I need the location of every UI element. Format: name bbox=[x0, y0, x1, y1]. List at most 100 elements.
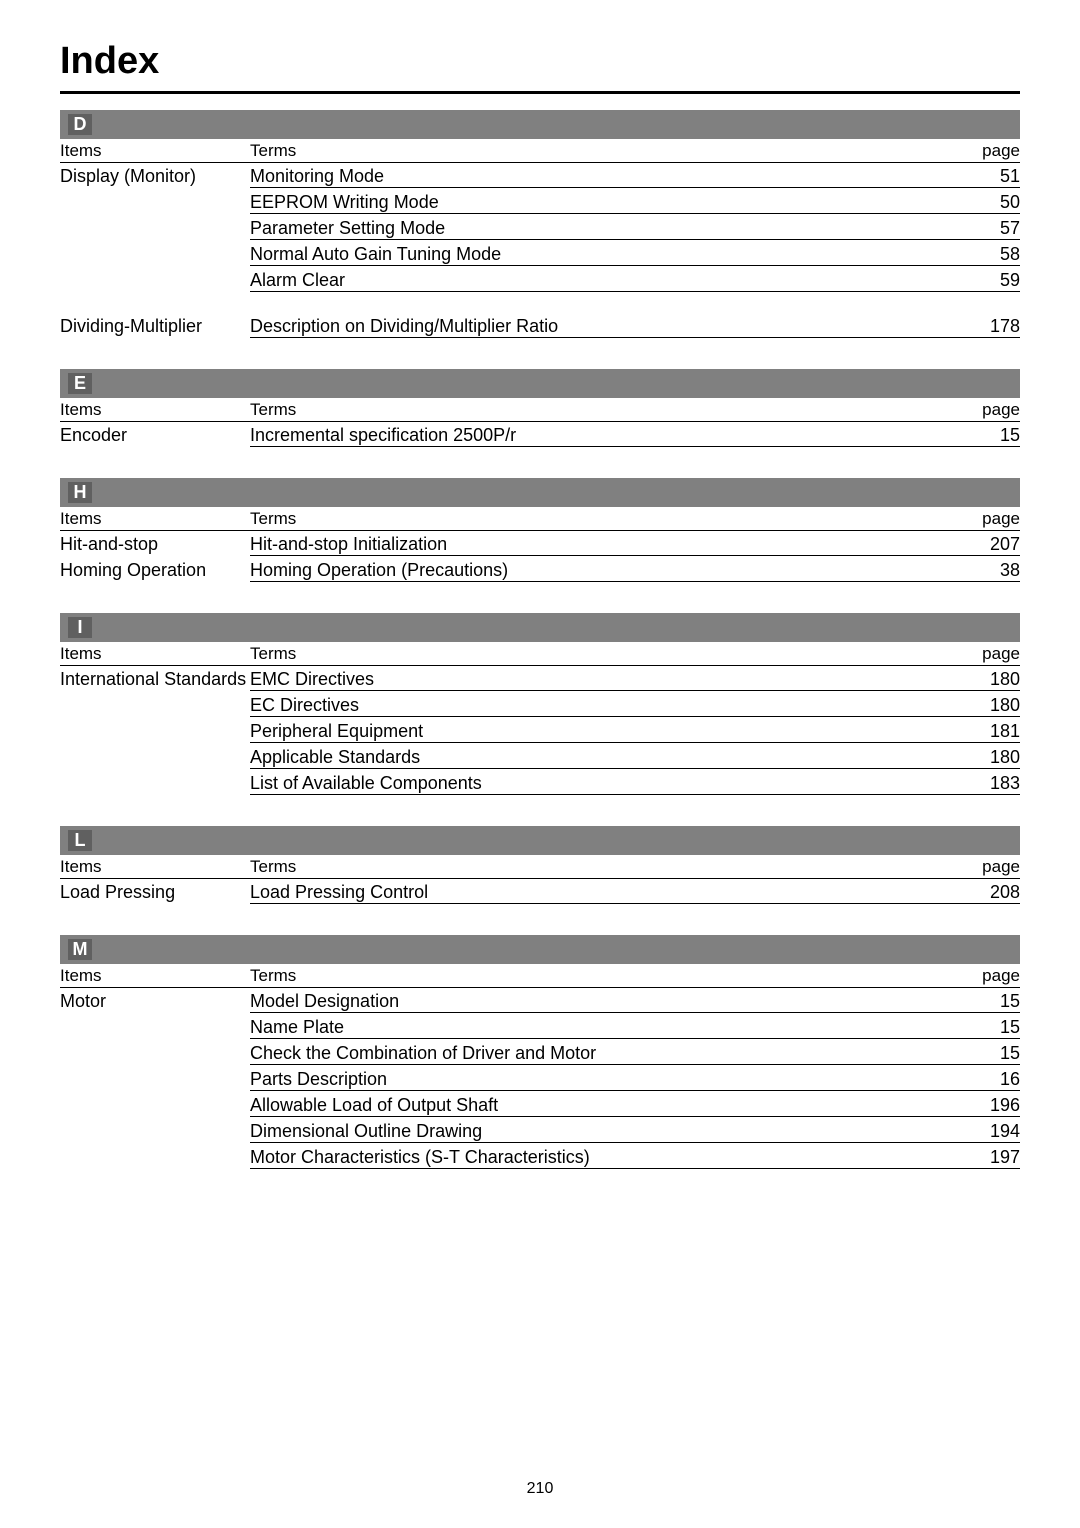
entry-item bbox=[60, 1095, 250, 1117]
header-items: Items bbox=[60, 400, 250, 420]
entry-page: 194 bbox=[940, 1121, 1020, 1143]
index-section: LItemsTermspageLoad PressingLoad Pressin… bbox=[60, 826, 1020, 905]
section-letter: E bbox=[68, 373, 92, 394]
entry-item bbox=[60, 695, 250, 717]
section-header-row: ItemsTermspage bbox=[60, 642, 1020, 666]
entry-term: EMC Directives bbox=[250, 669, 940, 691]
entry-page: 180 bbox=[940, 669, 1020, 691]
entry-page: 59 bbox=[940, 270, 1020, 292]
index-section: H ItemsTermspage Hit-and-stopHit-and-stop … bbox=[60, 478, 1020, 583]
entry-page: 208 bbox=[940, 882, 1020, 904]
index-entry-row: Homing OperationHoming Operation (Precau… bbox=[60, 557, 1020, 583]
index-entry-row: Display (Monitor)Monitoring Mode51 bbox=[60, 163, 1020, 189]
index-entry-row: International StandardsEMC Directives180 bbox=[60, 666, 1020, 692]
entry-term: Motor Characteristics (S-T Characteristi… bbox=[250, 1147, 940, 1169]
header-terms: Terms bbox=[250, 141, 940, 161]
entry-item bbox=[60, 244, 250, 266]
entry-term: Dimensional Outline Drawing bbox=[250, 1121, 940, 1143]
header-items: Items bbox=[60, 141, 250, 161]
section-header-row: ItemsTermspage bbox=[60, 139, 1020, 163]
header-terms: Terms bbox=[250, 966, 940, 986]
entry-term: Hit-and-stop Initialization bbox=[250, 534, 940, 556]
entry-page: 207 bbox=[940, 534, 1020, 556]
index-entry-row: Dimensional Outline Drawing194 bbox=[60, 1118, 1020, 1144]
entry-item: Hit-and-stop bbox=[60, 534, 250, 556]
entry-item: Dividing-Multiplier bbox=[60, 316, 250, 338]
entry-term: List of Available Components bbox=[250, 773, 940, 795]
entry-term: EEPROM Writing Mode bbox=[250, 192, 940, 214]
section-letter: H bbox=[68, 482, 92, 503]
entry-page: 50 bbox=[940, 192, 1020, 214]
header-terms: Terms bbox=[250, 400, 940, 420]
index-entry-row: EncoderIncremental specification 2500P/r… bbox=[60, 422, 1020, 448]
entry-item: Motor bbox=[60, 991, 250, 1013]
entry-term: Homing Operation (Precautions) bbox=[250, 560, 940, 582]
entry-item bbox=[60, 192, 250, 214]
section-letter-bar: E bbox=[60, 369, 1020, 398]
header-page: page bbox=[940, 509, 1020, 529]
header-page: page bbox=[940, 857, 1020, 877]
entry-page: 180 bbox=[940, 695, 1020, 717]
entry-term: Parameter Setting Mode bbox=[250, 218, 940, 240]
index-entry-row: Allowable Load of Output Shaft196 bbox=[60, 1092, 1020, 1118]
section-letter: L bbox=[68, 830, 92, 851]
entry-page: 38 bbox=[940, 560, 1020, 582]
section-header-row: ItemsTermspage bbox=[60, 855, 1020, 879]
entry-item bbox=[60, 747, 250, 769]
index-entry-row: Dividing-MultiplierDescription on Dividi… bbox=[60, 313, 1020, 339]
section-header-row: ItemsTermspage bbox=[60, 507, 1020, 531]
entry-term: Applicable Standards bbox=[250, 747, 940, 769]
index-entry-row: Motor Characteristics (S-T Characteristi… bbox=[60, 1144, 1020, 1170]
entry-term: EC Directives bbox=[250, 695, 940, 717]
index-entry-row: EC Directives180 bbox=[60, 692, 1020, 718]
index-entry-row: Peripheral Equipment181 bbox=[60, 718, 1020, 744]
entry-item bbox=[60, 270, 250, 292]
section-letter-bar: M bbox=[60, 935, 1020, 964]
header-page: page bbox=[940, 966, 1020, 986]
entry-term: Normal Auto Gain Tuning Mode bbox=[250, 244, 940, 266]
title-rule bbox=[60, 91, 1020, 94]
entry-term: Alarm Clear bbox=[250, 270, 940, 292]
entry-page: 16 bbox=[940, 1069, 1020, 1091]
entry-term: Peripheral Equipment bbox=[250, 721, 940, 743]
index-entry-row: List of Available Components183 bbox=[60, 770, 1020, 796]
entry-term: Description on Dividing/Multiplier Ratio bbox=[250, 316, 940, 338]
entry-term: Model Designation bbox=[250, 991, 940, 1013]
index-entry-row: Alarm Clear59 bbox=[60, 267, 1020, 293]
header-terms: Terms bbox=[250, 644, 940, 664]
page-title: Index bbox=[60, 40, 1020, 83]
entry-term: Incremental specification 2500P/r bbox=[250, 425, 940, 447]
index-entry-row: Check the Combination of Driver and Moto… bbox=[60, 1040, 1020, 1066]
header-items: Items bbox=[60, 966, 250, 986]
header-terms: Terms bbox=[250, 509, 940, 529]
section-letter-bar: L bbox=[60, 826, 1020, 855]
entry-term: Load Pressing Control bbox=[250, 882, 940, 904]
index-entry-row: Parameter Setting Mode57 bbox=[60, 215, 1020, 241]
entry-page: 57 bbox=[940, 218, 1020, 240]
section-letter-bar: D bbox=[60, 110, 1020, 139]
page: Index DItemsTermspageDisplay (Monitor)Mo… bbox=[0, 0, 1080, 1528]
entry-item bbox=[60, 1121, 250, 1143]
index-entry-row: MotorModel Designation15 bbox=[60, 988, 1020, 1014]
entry-page: 51 bbox=[940, 166, 1020, 188]
entry-page: 180 bbox=[940, 747, 1020, 769]
entry-page: 197 bbox=[940, 1147, 1020, 1169]
entry-page: 58 bbox=[940, 244, 1020, 266]
header-items: Items bbox=[60, 509, 250, 529]
entry-page: 15 bbox=[940, 1043, 1020, 1065]
section-letter-bar: I bbox=[60, 613, 1020, 642]
index-entry-row: Parts Description16 bbox=[60, 1066, 1020, 1092]
index-entry-row: Normal Auto Gain Tuning Mode58 bbox=[60, 241, 1020, 267]
entry-item: Homing Operation bbox=[60, 560, 250, 582]
index-section: MItemsTermspageMotorModel Designation15N… bbox=[60, 935, 1020, 1170]
index-sections: DItemsTermspageDisplay (Monitor)Monitori… bbox=[60, 110, 1020, 1170]
entry-term: Parts Description bbox=[250, 1069, 940, 1091]
section-header-row: ItemsTermspage bbox=[60, 398, 1020, 422]
section-letter-bar: H bbox=[60, 478, 1020, 507]
entry-item bbox=[60, 1069, 250, 1091]
section-header-row: ItemsTermspage bbox=[60, 964, 1020, 988]
header-items: Items bbox=[60, 857, 250, 877]
entry-page: 15 bbox=[940, 425, 1020, 447]
index-section: E ItemsTermspageEncoderIncremental specif… bbox=[60, 369, 1020, 448]
section-letter: D bbox=[68, 114, 92, 135]
